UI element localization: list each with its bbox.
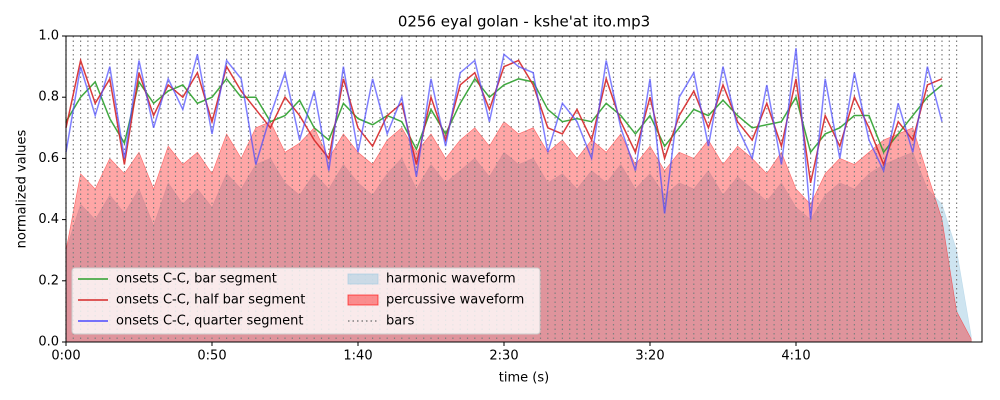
y-tick-label: 1.0 bbox=[38, 29, 59, 44]
plot-frame bbox=[65, 35, 983, 343]
y-tick-label: 0.2 bbox=[38, 273, 59, 288]
x-axis-label: time (s) bbox=[499, 371, 549, 386]
legend-label: onsets C-C, quarter segment bbox=[116, 314, 303, 329]
legend-box bbox=[71, 267, 541, 335]
x-tick-label: 2:30 bbox=[489, 349, 518, 364]
series-line bbox=[65, 77, 943, 154]
x-tick-label: 0:50 bbox=[197, 349, 226, 364]
legend-label: onsets C-C, bar segment bbox=[116, 272, 277, 287]
legend-swatch bbox=[347, 294, 379, 306]
x-tick-label: 0:00 bbox=[51, 349, 80, 364]
series-line bbox=[65, 48, 943, 220]
y-tick-label: 0.8 bbox=[38, 90, 59, 105]
chart-title: 0256 eyal golan - kshe'at ito.mp3 bbox=[398, 13, 650, 31]
legend-swatch bbox=[347, 273, 379, 285]
legend-label: bars bbox=[386, 314, 415, 329]
y-axis-label: normalized values bbox=[15, 129, 30, 248]
y-tick-label: 0.0 bbox=[38, 335, 59, 350]
y-tick-label: 0.6 bbox=[38, 151, 59, 166]
y-tick-label: 0.4 bbox=[38, 212, 59, 227]
legend-label: onsets C-C, half bar segment bbox=[116, 293, 305, 308]
x-tick-label: 1:40 bbox=[343, 349, 372, 364]
legend-label: harmonic waveform bbox=[386, 272, 516, 287]
x-tick-label: 4:10 bbox=[781, 349, 810, 364]
series-line bbox=[65, 57, 943, 184]
x-tick-label: 3:20 bbox=[635, 349, 664, 364]
legend-label: percussive waveform bbox=[386, 293, 524, 308]
